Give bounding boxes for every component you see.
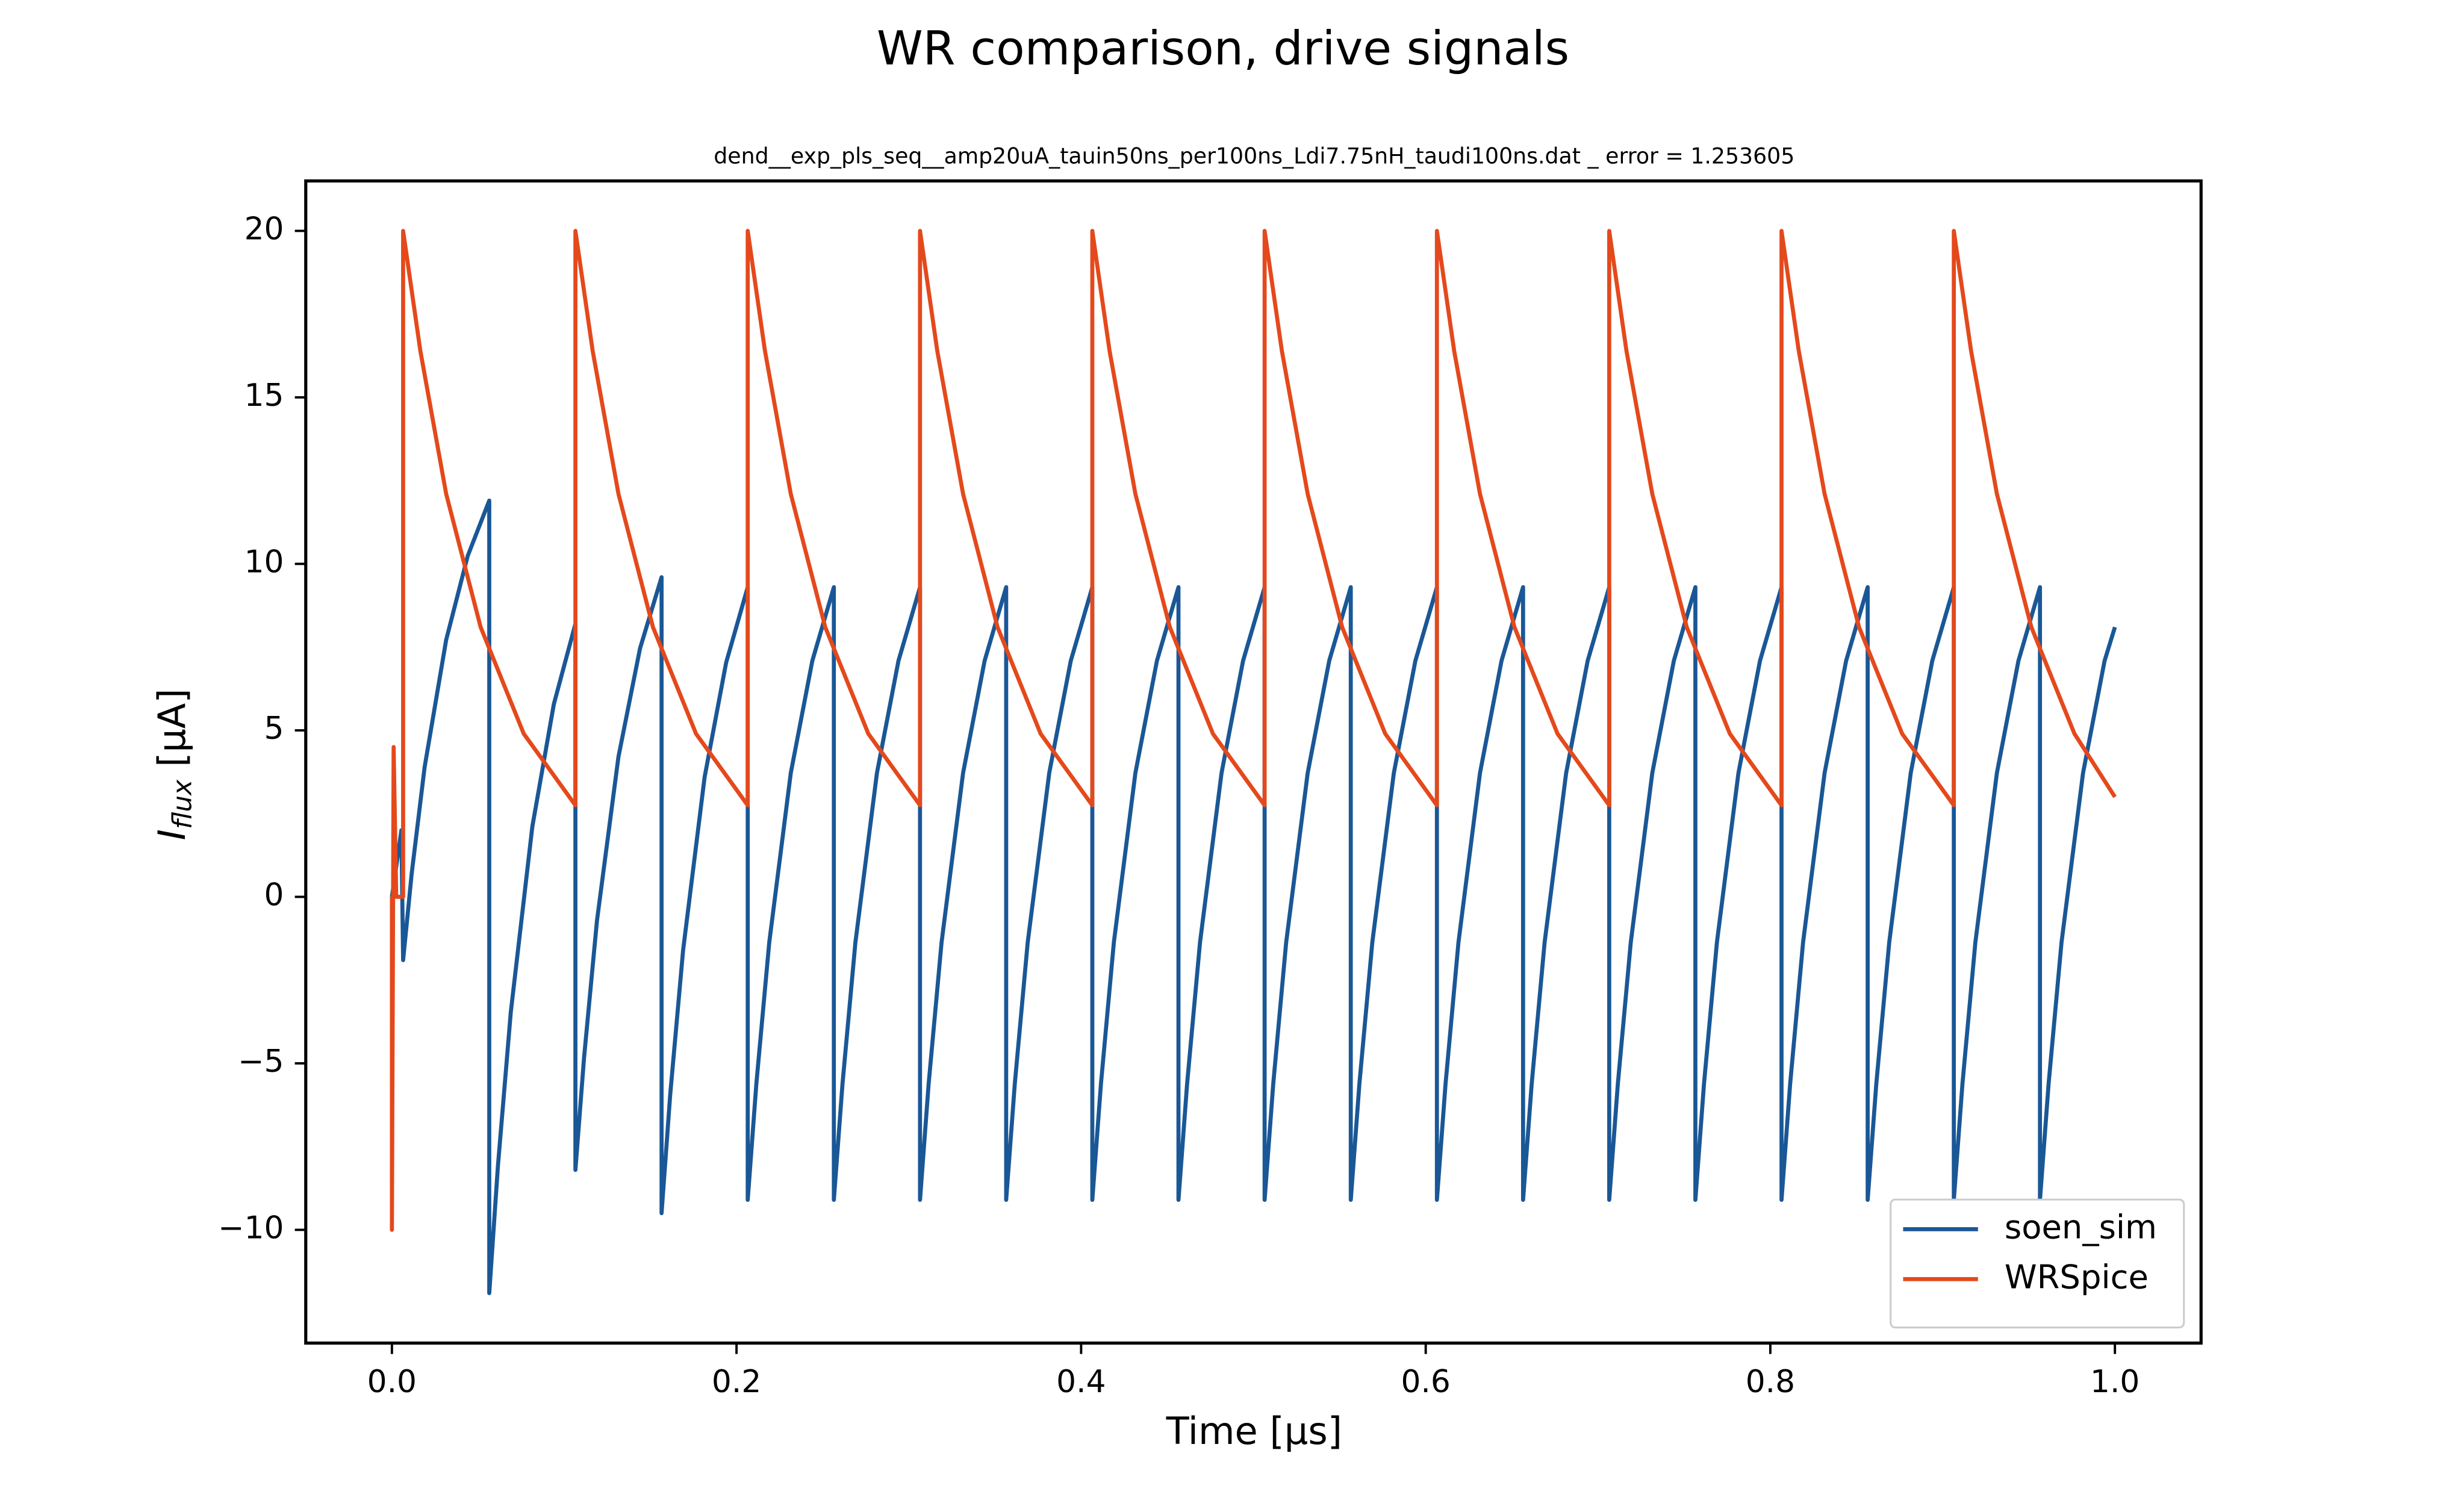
x-tick-label: 0.6 bbox=[1401, 1364, 1450, 1400]
y-tick-label: 15 bbox=[244, 378, 284, 414]
y-tick-label: 5 bbox=[264, 711, 284, 747]
legend-label: WRSpice bbox=[2005, 1258, 2149, 1296]
legend-box bbox=[1890, 1198, 2185, 1329]
series-line bbox=[390, 229, 2117, 1232]
y-label-subscript: flux bbox=[167, 779, 198, 829]
x-tick-label: 0.2 bbox=[712, 1364, 761, 1400]
y-axis-label: Iflux [μA] bbox=[150, 688, 198, 840]
chart-subtitle: dend__exp_pls_seq__amp20uA_tauin50ns_per… bbox=[714, 143, 1794, 169]
plot-frame bbox=[304, 179, 2203, 1345]
series-line bbox=[390, 499, 2117, 1295]
y-label-unit: [μA] bbox=[150, 688, 194, 767]
y-tick-label: −5 bbox=[238, 1044, 284, 1080]
plot-lines bbox=[390, 229, 2117, 1295]
x-axis-label: Time [μs] bbox=[1166, 1409, 1342, 1453]
y-tick-label: 0 bbox=[264, 877, 284, 913]
y-tick-label: −10 bbox=[218, 1210, 284, 1246]
x-tick-label: 0.0 bbox=[367, 1364, 417, 1400]
x-tick-label: 1.0 bbox=[2090, 1364, 2139, 1400]
x-tick-label: 0.8 bbox=[1746, 1364, 1795, 1400]
legend: soen_sim WRSpice bbox=[1890, 1198, 2185, 1329]
y-tick-label: 20 bbox=[244, 211, 284, 247]
y-label-symbol: I bbox=[150, 829, 194, 840]
x-tick-label: 0.4 bbox=[1056, 1364, 1106, 1400]
chart-title: WR comparison, drive signals bbox=[877, 22, 1569, 76]
legend-label: soen_sim bbox=[2005, 1208, 2157, 1246]
y-tick-label: 10 bbox=[244, 544, 284, 580]
